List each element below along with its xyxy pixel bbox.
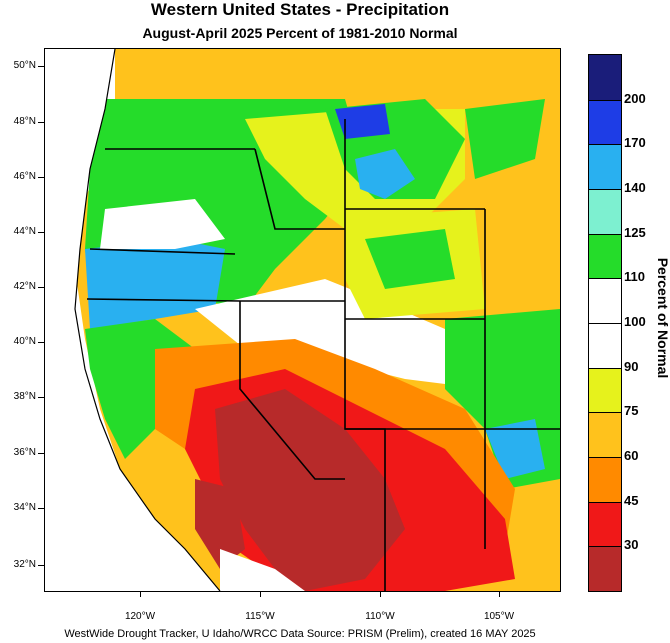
lat-label: 32°N [13, 559, 36, 570]
lat-tick [38, 287, 44, 288]
data-source-credit: WestWide Drought Tracker, U Idaho/WRCC D… [64, 628, 536, 640]
color-bar-segment [589, 144, 621, 189]
color-bar-divider [589, 323, 621, 324]
lat-label: 40°N [13, 336, 36, 347]
color-bar-divider [589, 501, 621, 503]
region-oregon-white [100, 199, 225, 249]
lat-tick [38, 508, 44, 509]
lat-label: 44°N [13, 226, 36, 237]
precipitation-map [44, 48, 561, 592]
region-wa-blue [335, 104, 390, 139]
lat-tick [38, 66, 44, 67]
color-bar-divider [589, 367, 621, 369]
color-bar-divider [589, 99, 621, 101]
color-bar-segment [589, 412, 621, 457]
lon-tick [499, 591, 500, 597]
lon-tick [260, 591, 261, 597]
color-bar-segment [589, 99, 621, 145]
map-title: Western United States - Precipitation [150, 0, 450, 19]
lon-label: 105°W [483, 611, 515, 622]
lon-label: 120°W [124, 611, 156, 622]
color-bar-segment [589, 457, 621, 502]
color-bar-label: 75 [624, 403, 639, 419]
lat-label: 38°N [13, 391, 36, 402]
lat-tick [38, 232, 44, 233]
lat-label: 46°N [13, 171, 36, 182]
lat-tick [38, 453, 44, 454]
color-bar-segment [589, 189, 621, 234]
color-bar-segment [589, 323, 621, 368]
color-bar-label: 125 [624, 224, 646, 240]
color-bar-divider [589, 278, 621, 280]
color-bar-divider [589, 457, 621, 458]
lat-tick [38, 177, 44, 178]
color-bar-segment [589, 278, 621, 323]
region-colorado-blue [485, 419, 545, 479]
color-bar-label: 200 [624, 90, 646, 106]
lat-label: 50°N [13, 60, 36, 71]
region-ne-green [465, 99, 545, 179]
color-bar-segment [589, 501, 621, 547]
lat-label: 34°N [13, 502, 36, 513]
color-bar-label: 30 [624, 537, 639, 553]
color-bar-divider [589, 189, 621, 190]
color-bar-segment [589, 546, 621, 591]
color-bar-label: 90 [624, 358, 639, 374]
map-subtitle: August-April 2025 Percent of 1981-2010 N… [142, 25, 458, 41]
lat-tick [38, 397, 44, 398]
lat-tick [38, 342, 44, 343]
color-bar-label: 100 [624, 314, 646, 329]
color-bar-segment [589, 55, 621, 100]
color-bar-label: 60 [624, 448, 639, 463]
lat-label: 36°N [13, 447, 36, 458]
color-bar-label: 170 [624, 135, 646, 151]
mexico [220, 549, 305, 591]
lat-label: 42°N [13, 281, 36, 292]
color-bar-label: 45 [624, 492, 639, 508]
coastline [74, 49, 221, 591]
lon-tick [140, 591, 141, 597]
color-bar-segment [589, 367, 621, 413]
color-bar-label: 140 [624, 180, 646, 195]
color-bar-divider [589, 144, 621, 146]
lon-tick [380, 591, 381, 597]
lat-tick [38, 122, 44, 123]
lat-tick [38, 565, 44, 566]
region-arizona-darkred [215, 389, 405, 591]
color-bar-label: 110 [624, 269, 645, 285]
color-bar-title: Percent of Normal [655, 257, 670, 379]
lon-label: 115°W [245, 611, 275, 622]
region-baja-darkred [195, 479, 245, 569]
state-boundaries [86, 119, 560, 591]
color-bar-divider [589, 233, 621, 235]
color-bar-divider [589, 546, 621, 548]
color-bar-segment [589, 233, 621, 279]
region-wyoming-green [365, 229, 455, 289]
region-montana-blue [355, 149, 415, 199]
color-bar-divider [589, 412, 621, 414]
map-svg [45, 49, 560, 591]
color-bar [588, 54, 622, 592]
region-oregon-blue [85, 239, 225, 329]
lon-label: 110°W [365, 611, 395, 622]
ocean [45, 49, 220, 591]
lat-label: 48°N [13, 116, 36, 127]
